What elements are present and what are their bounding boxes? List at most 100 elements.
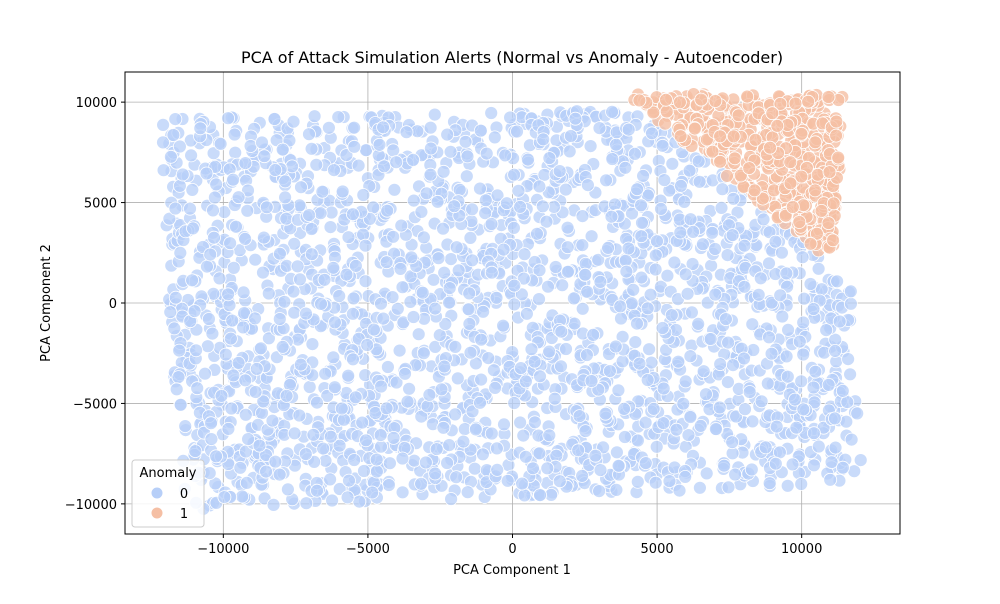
- data-point-normal: [779, 266, 794, 281]
- points-layer: [156, 87, 868, 516]
- data-point-normal: [478, 206, 493, 221]
- data-point-normal: [568, 111, 583, 126]
- data-point-normal: [578, 267, 593, 282]
- data-point-normal: [656, 381, 671, 396]
- data-point-normal: [742, 385, 757, 399]
- data-point-normal: [571, 443, 586, 458]
- data-point-normal: [172, 139, 187, 154]
- data-point-normal: [204, 432, 219, 447]
- data-point-normal: [332, 482, 347, 496]
- data-point-normal: [484, 106, 499, 120]
- data-point-normal: [580, 348, 594, 362]
- data-point-normal: [696, 364, 711, 379]
- data-point-normal: [476, 304, 491, 319]
- data-point-normal: [601, 240, 615, 255]
- data-point-normal: [713, 357, 728, 372]
- data-point-normal: [310, 483, 324, 498]
- data-point-normal: [463, 230, 478, 245]
- data-point-normal: [163, 305, 178, 320]
- data-point-normal: [327, 163, 341, 178]
- data-point-normal: [631, 433, 645, 448]
- data-point-normal: [709, 422, 723, 436]
- data-point-normal: [526, 461, 540, 476]
- data-point-normal: [198, 366, 212, 381]
- data-point-normal: [318, 366, 333, 381]
- data-point-normal: [714, 200, 729, 215]
- data-point-normal: [673, 225, 688, 240]
- data-point-normal: [853, 453, 868, 468]
- data-point-normal: [499, 196, 514, 211]
- data-point-anomaly: [742, 161, 757, 176]
- data-point-normal: [515, 287, 529, 302]
- data-point-normal: [249, 361, 264, 376]
- data-point-normal: [828, 343, 842, 358]
- data-point-normal: [168, 201, 183, 216]
- data-point-normal: [193, 121, 208, 136]
- data-point-normal: [533, 369, 547, 384]
- data-point-normal: [558, 182, 573, 197]
- data-point-normal: [389, 375, 404, 390]
- data-point-normal: [166, 128, 181, 142]
- data-point-normal: [474, 332, 489, 347]
- data-point-normal: [267, 112, 282, 126]
- data-point-normal: [691, 316, 706, 331]
- data-point-normal: [205, 326, 220, 341]
- data-point-normal: [745, 414, 760, 429]
- data-point-normal: [326, 260, 341, 275]
- data-point-normal: [334, 401, 349, 416]
- data-point-normal: [649, 439, 664, 454]
- data-point-normal: [811, 261, 826, 276]
- data-point-normal: [340, 490, 355, 505]
- data-point-normal: [225, 313, 240, 328]
- data-point-normal: [203, 247, 218, 262]
- data-point-anomaly: [658, 116, 672, 131]
- data-point-normal: [536, 132, 551, 147]
- data-point-normal: [309, 157, 324, 172]
- x-tick-label: −10000: [197, 542, 249, 557]
- data-point-anomaly: [727, 151, 742, 166]
- data-point-normal: [481, 351, 496, 366]
- data-point-normal: [527, 354, 542, 369]
- data-point-normal: [841, 352, 855, 367]
- data-point-normal: [683, 212, 698, 227]
- data-point-normal: [184, 148, 199, 163]
- data-point-normal: [779, 349, 794, 364]
- data-point-anomaly: [748, 132, 763, 147]
- data-point-normal: [467, 461, 482, 476]
- data-point-normal: [807, 426, 821, 441]
- data-point-normal: [423, 141, 438, 156]
- data-point-normal: [655, 321, 670, 335]
- data-point-normal: [394, 218, 409, 233]
- data-point-normal: [807, 458, 821, 473]
- data-point-normal: [796, 315, 811, 330]
- data-point-normal: [475, 447, 490, 462]
- data-point-anomaly: [688, 121, 702, 136]
- data-point-normal: [414, 204, 429, 219]
- data-point-normal: [358, 238, 373, 253]
- data-point-normal: [768, 456, 783, 471]
- data-point-normal: [326, 350, 341, 365]
- data-point-normal: [619, 264, 634, 279]
- data-point-normal: [323, 472, 338, 487]
- data-point-normal: [259, 448, 274, 463]
- data-point-normal: [667, 255, 682, 270]
- data-point-anomaly: [747, 183, 762, 198]
- data-point-normal: [238, 373, 253, 388]
- data-point-normal: [560, 240, 575, 255]
- data-point-normal: [630, 474, 645, 489]
- data-point-normal: [452, 182, 467, 197]
- data-point-normal: [796, 402, 811, 417]
- data-point-normal: [554, 359, 568, 374]
- data-point-normal: [347, 120, 362, 135]
- data-point-normal: [839, 414, 854, 429]
- y-tick-label: 0: [109, 297, 117, 312]
- data-point-normal: [510, 124, 524, 139]
- data-point-normal: [443, 144, 458, 159]
- data-point-normal: [430, 194, 445, 209]
- data-point-normal: [268, 454, 283, 469]
- data-point-normal: [672, 483, 687, 498]
- data-point-anomaly: [831, 150, 846, 165]
- data-point-normal: [490, 188, 505, 203]
- data-point-normal: [496, 318, 511, 333]
- data-point-normal: [737, 351, 751, 366]
